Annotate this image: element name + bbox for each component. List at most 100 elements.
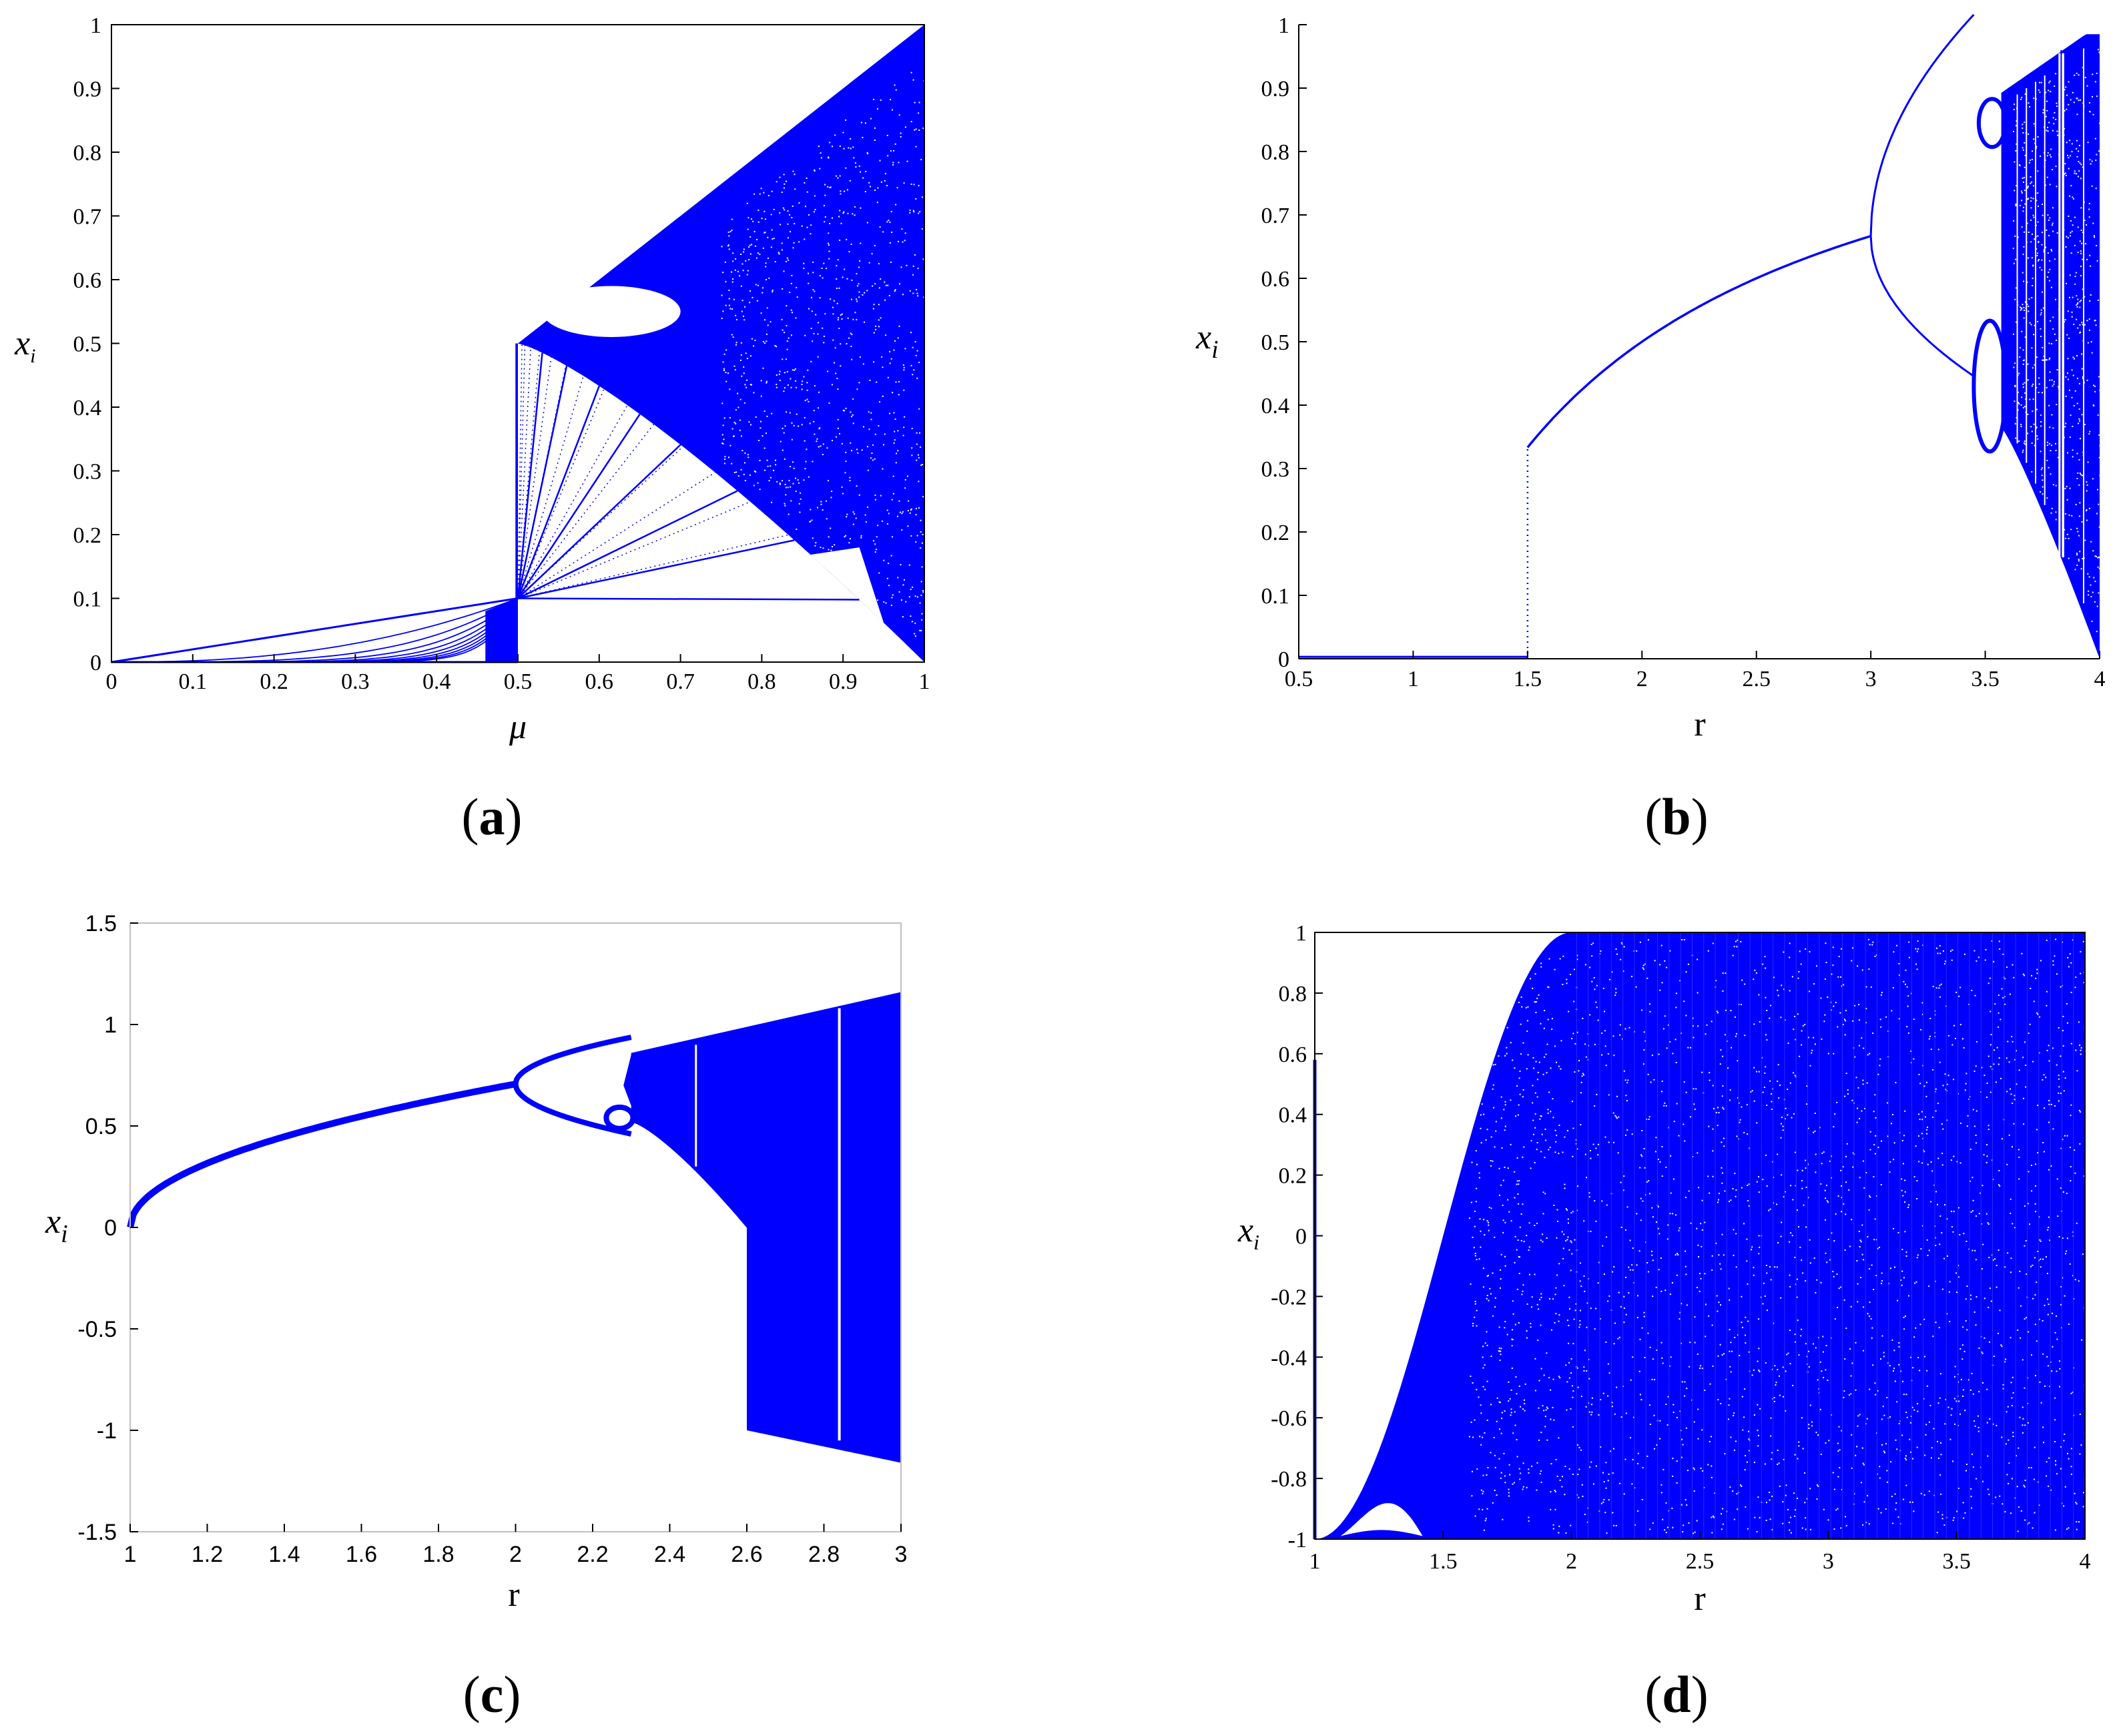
band-speckle-dot xyxy=(910,364,912,366)
chaos-speckle-dot xyxy=(1494,1490,1496,1491)
band-speckle-dot xyxy=(898,591,900,593)
chaos-speckle-dot xyxy=(1532,1102,1534,1104)
chaos-speckle-dot xyxy=(1570,1241,1572,1243)
chaos-speckle-dot xyxy=(2099,326,2101,328)
chaos-speckle-dot xyxy=(2023,206,2025,208)
chaos-speckle-dot xyxy=(1938,1457,1939,1459)
chaos-speckle-dot xyxy=(2048,1216,2050,1218)
chaos-speckle-dot xyxy=(2024,1486,2026,1488)
chaos-speckle-dot xyxy=(1857,1283,1859,1285)
chaos-speckle-dot xyxy=(1739,1121,1741,1123)
chaos-speckle-dot xyxy=(1522,1203,1524,1205)
chaos-speckle-dot xyxy=(1577,1474,1579,1476)
chaos-speckle-dot xyxy=(2015,437,2017,439)
chaos-speckle-dot xyxy=(1843,1203,1845,1205)
chaos-speckle-dot xyxy=(1998,940,2000,942)
chaos-speckle-dot xyxy=(1666,1047,1668,1049)
chaos-speckle-dot xyxy=(1743,1416,1745,1418)
chaos-speckle-dot xyxy=(1845,1181,1847,1183)
chaos-speckle-dot xyxy=(2014,1227,2016,1229)
chaos-speckle-dot xyxy=(1646,977,1648,979)
band-speckle-dot xyxy=(740,254,742,255)
band-speckle-dot xyxy=(819,168,821,170)
chaos-speckle-dot xyxy=(2067,154,2068,156)
chaos-speckle-dot xyxy=(1502,1231,1504,1233)
chaos-speckle-dot xyxy=(2037,221,2039,223)
dotted-ray xyxy=(517,357,552,599)
chaos-speckle-dot xyxy=(1568,1010,1570,1012)
chaos-speckle-dot xyxy=(1486,1295,1488,1296)
band-speckle-dot xyxy=(912,79,914,81)
band-speckle-dot xyxy=(743,473,745,475)
chaos-speckle-dot xyxy=(1983,1154,1985,1156)
chaos-speckle-dot xyxy=(1787,1352,1789,1354)
chaos-speckle-dot xyxy=(2012,1436,2014,1438)
chaos-speckle-dot xyxy=(1996,1286,1998,1288)
band-speckle-dot xyxy=(808,308,810,310)
band-speckle-dot xyxy=(878,304,880,306)
chaos-speckle-dot xyxy=(1765,1502,1767,1504)
band-speckle-dot xyxy=(784,503,786,505)
chaos-speckle-dot xyxy=(1571,1253,1573,1255)
chaos-speckle-dot xyxy=(1602,987,1604,989)
chaos-speckle-dot xyxy=(1965,1298,1967,1300)
chaos-speckle-dot xyxy=(2066,1528,2068,1530)
chaos-speckle-dot xyxy=(1761,1057,1763,1059)
chaos-speckle-dot xyxy=(1801,1417,1803,1419)
band-speckle-dot xyxy=(803,479,805,481)
panel-a-y-axis-sub: i xyxy=(30,345,35,367)
chaos-speckle-dot xyxy=(1861,1447,1863,1449)
chaos-speckle-dot xyxy=(2078,99,2080,101)
chaos-speckle-dot xyxy=(1993,1063,1995,1065)
chaos-speckle-dot xyxy=(2038,241,2040,243)
chaos-speckle-dot xyxy=(1683,1000,1685,1002)
x-tick-label: 2.2 xyxy=(577,1542,608,1567)
band-speckle-dot xyxy=(770,477,772,479)
chaos-speckle-dot xyxy=(1722,990,1724,992)
chaos-speckle-dot xyxy=(2062,1139,2064,1141)
chaos-speckle-dot xyxy=(2076,565,2078,566)
chaos-speckle-dot xyxy=(1646,1181,1648,1183)
band-speckle-dot xyxy=(844,268,846,270)
chaos-speckle-dot xyxy=(1524,1403,1526,1405)
chaos-speckle-dot xyxy=(1806,1356,1808,1358)
band-speckle-dot xyxy=(916,432,918,434)
band-speckle-dot xyxy=(818,146,820,148)
chaos-speckle-dot xyxy=(2052,222,2054,224)
chaos-speckle-dot xyxy=(1680,1342,1682,1344)
chaos-speckle-dot xyxy=(2050,248,2052,250)
band-speckle-dot xyxy=(783,174,785,176)
x-tick-label: 2 xyxy=(1636,667,1648,691)
band-speckle-dot xyxy=(774,261,776,263)
chaos-speckle-dot xyxy=(1928,1038,1930,1040)
chaos-speckle-dot xyxy=(1944,960,1946,962)
chaos-speckle-dot xyxy=(1756,1122,1758,1124)
chaos-speckle-dot xyxy=(2034,1324,2036,1326)
chaos-speckle-dot xyxy=(1518,1203,1520,1205)
chaos-speckle-dot xyxy=(1906,1416,1908,1418)
chaos-speckle-dot xyxy=(1547,1019,1549,1021)
chaos-speckle-dot xyxy=(1725,972,1727,974)
band-speckle-dot xyxy=(911,447,913,449)
chaos-speckle-dot xyxy=(1901,1178,1903,1180)
chaos-speckle-dot xyxy=(2086,379,2088,381)
chaos-speckle-dot xyxy=(1543,1374,1545,1376)
band-speckle-dot xyxy=(918,408,920,410)
band-speckle-dot xyxy=(776,374,778,376)
chaos-speckle-dot xyxy=(2076,306,2078,308)
chaos-speckle-dot xyxy=(1797,1209,1798,1211)
chaos-speckle-dot xyxy=(1879,1019,1881,1021)
chaos-speckle-dot xyxy=(1566,1239,1568,1241)
band-speckle-dot xyxy=(862,294,864,296)
chaos-speckle-dot xyxy=(1476,1187,1478,1189)
chaos-speckle-dot xyxy=(1655,1286,1657,1288)
chaos-speckle-dot xyxy=(1970,1389,1972,1391)
band-speckle-dot xyxy=(878,263,880,265)
chaos-speckle-dot xyxy=(1906,1026,1908,1028)
chaos-speckle-dot xyxy=(1568,1468,1570,1470)
chaos-speckle-dot xyxy=(2042,1320,2044,1322)
chaos-speckle-dot xyxy=(2054,333,2056,335)
chaos-speckle-dot xyxy=(1562,1476,1563,1478)
band-speckle-dot xyxy=(845,461,847,463)
